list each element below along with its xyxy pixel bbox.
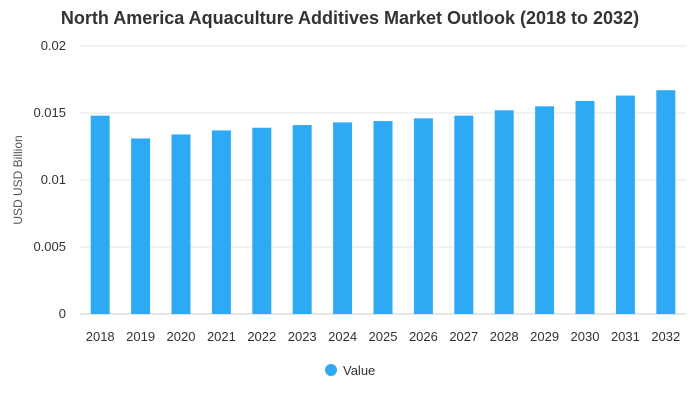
x-tick-label: 2026 <box>409 329 438 344</box>
bar-2020[interactable] <box>171 134 191 314</box>
x-tick-label: 2019 <box>126 329 155 344</box>
y-tick-labels: 0 0.005 0.01 0.015 0.02 <box>33 38 66 321</box>
x-tick-label: 2031 <box>611 329 640 344</box>
bar-2021[interactable] <box>211 130 231 314</box>
x-tick-label: 2023 <box>288 329 317 344</box>
y-axis-title: USD USD Billion <box>11 135 25 224</box>
chart-title: North America Aquaculture Additives Mark… <box>60 8 640 28</box>
bar-2022[interactable] <box>252 127 272 315</box>
y-tick-label: 0 <box>59 306 66 321</box>
legend-label: Value <box>343 363 375 378</box>
y-tick-label: 0.02 <box>41 38 66 53</box>
x-tick-label: 2018 <box>86 329 115 344</box>
bar-2032[interactable] <box>656 90 676 314</box>
bar-2028[interactable] <box>494 110 514 314</box>
bar-2023[interactable] <box>292 125 312 314</box>
y-tick-label: 0.005 <box>33 239 66 254</box>
x-tick-label: 2025 <box>369 329 398 344</box>
x-tick-label: 2028 <box>490 329 519 344</box>
x-tick-labels: 2018 2019 2020 2021 2022 2023 2024 2025 2026 2027… <box>86 329 681 344</box>
y-tick-label: 0.01 <box>41 172 66 187</box>
x-tick-label: 2022 <box>247 329 276 344</box>
bar-2024[interactable] <box>333 122 353 314</box>
x-tick-label: 2020 <box>167 329 196 344</box>
bar-2031[interactable] <box>615 95 635 314</box>
x-tick-label: 2027 <box>449 329 478 344</box>
x-tick-label: 2032 <box>651 329 680 344</box>
x-tick-label: 2029 <box>530 329 559 344</box>
bar-2025[interactable] <box>373 121 393 314</box>
bar-2019[interactable] <box>131 138 151 314</box>
legend[interactable]: Value <box>325 363 375 378</box>
x-tick-label: 2024 <box>328 329 357 344</box>
bar-2030[interactable] <box>575 100 595 314</box>
bar-2026[interactable] <box>413 118 433 314</box>
x-tick-label: 2021 <box>207 329 236 344</box>
legend-swatch <box>325 364 337 376</box>
x-tick-label: 2030 <box>571 329 600 344</box>
bars <box>90 90 676 315</box>
bar-2027[interactable] <box>454 115 474 315</box>
bar-2029[interactable] <box>535 106 555 314</box>
bar-2018[interactable] <box>90 115 110 315</box>
y-tick-label: 0.015 <box>33 105 66 120</box>
